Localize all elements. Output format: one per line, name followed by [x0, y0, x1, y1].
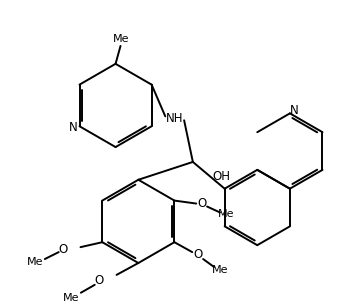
Text: Me: Me — [212, 265, 228, 275]
Text: O: O — [194, 248, 203, 261]
Text: O: O — [58, 243, 67, 256]
Text: NH: NH — [165, 112, 183, 125]
Text: O: O — [198, 197, 207, 210]
Text: Me: Me — [63, 293, 79, 303]
Text: O: O — [94, 274, 103, 287]
Text: N: N — [69, 121, 78, 134]
Text: N: N — [290, 104, 298, 117]
Text: Me: Me — [218, 209, 234, 219]
Text: Me: Me — [27, 257, 43, 267]
Text: OH: OH — [213, 170, 231, 183]
Text: Me: Me — [113, 34, 130, 44]
